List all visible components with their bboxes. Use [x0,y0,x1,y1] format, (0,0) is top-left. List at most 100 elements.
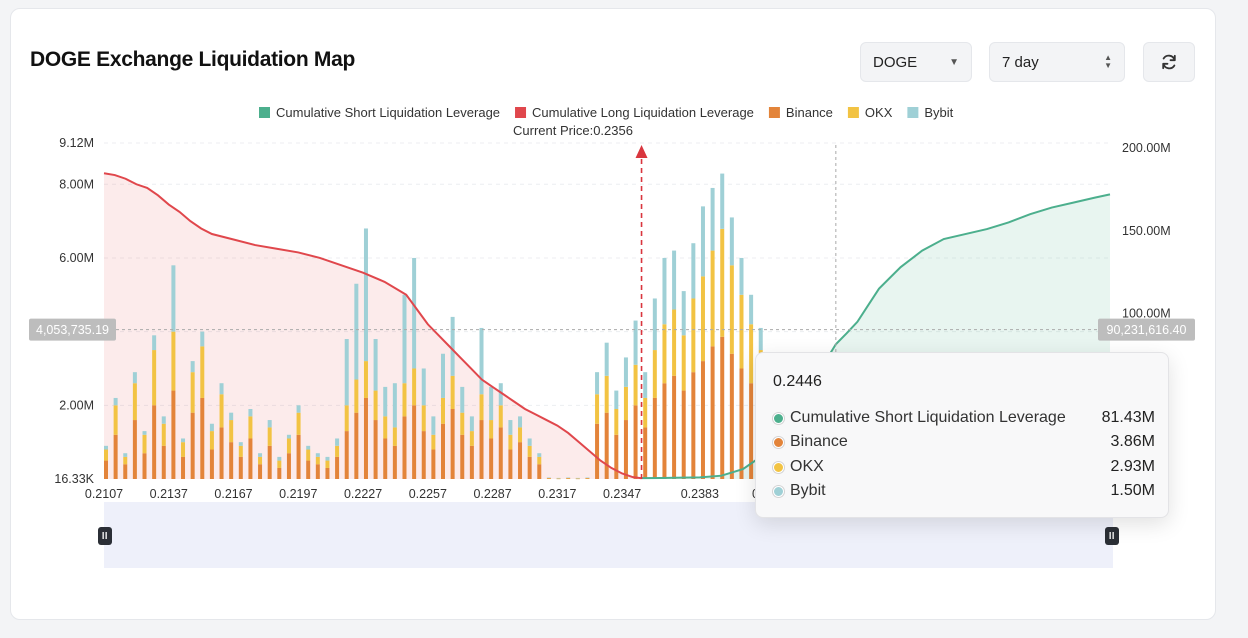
bar-okx [113,405,118,435]
bar-okx [469,431,474,446]
bar-bybit [315,453,320,457]
bar-okx [546,477,551,479]
bar-okx [604,375,609,413]
tooltip-dot [773,412,784,424]
bar-okx [171,331,176,391]
bar-binance [335,456,340,479]
bar-bybit [623,357,628,387]
bar-okx [508,434,513,450]
legend-swatch [847,107,859,118]
bar-bybit [412,257,417,369]
x-tick: 0.2107 [85,487,123,501]
bar-binance [181,456,186,479]
legend-item[interactable]: Binance [786,105,833,120]
long-liquidation-curve [103,172,642,480]
bar-okx [315,456,320,465]
bar-bybit [344,339,349,406]
up-down-chevron-icon: ▲ ▼ [1104,53,1112,70]
bar-okx [556,478,561,479]
bar-bybit [672,250,677,310]
bar-bybit [662,257,667,325]
tooltip-row-short: Cumulative Short Liquidation Leverage 81… [773,409,1155,427]
tooltip-dot [773,461,784,473]
x-tick: 0.2317 [538,487,576,501]
bar-bybit [431,416,436,435]
tooltip-dot [773,436,784,448]
x-tick: 0.2137 [150,487,188,501]
chart-legend: Cumulative Short Liquidation Leverage Cum… [259,105,954,120]
bar-okx [354,379,359,413]
bar-binance [402,416,407,479]
refresh-icon [1162,54,1176,70]
tooltip-row-binance: Binance 3.86M [773,433,1155,451]
legend-item[interactable]: Bybit [924,105,953,120]
bar-binance [142,453,147,479]
bar-bybit [238,442,243,446]
bar-binance [421,431,426,479]
bar-okx [749,324,754,384]
legend-item[interactable]: Cumulative Long Liquidation Leverage [532,105,754,120]
bar-binance [450,409,455,479]
bar-okx [729,265,734,354]
bar-bybit [643,372,648,398]
bar-bybit [633,320,638,365]
bar-binance [152,405,157,479]
x-tick: 0.2347 [603,487,641,501]
bar-binance [527,456,532,479]
bar-bybit [171,265,176,332]
bar-binance [489,438,494,479]
y-left-tick: 2.00M [59,398,94,412]
symbol-select[interactable]: DOGE ▼ [860,42,972,82]
bar-binance [633,405,638,479]
bar-binance [749,383,754,479]
bar-binance [508,449,513,479]
bar-okx [209,431,214,450]
bar-bybit [286,434,291,439]
bar-okx [652,350,657,398]
up-arrow-icon [635,145,648,158]
bar-bybit [306,445,311,450]
x-tick: 0.2257 [409,487,447,501]
crosshair-left-badge [29,318,116,341]
refresh-button[interactable] [1143,42,1195,82]
slider-handle-left[interactable] [98,527,112,545]
bar-bybit [113,397,118,406]
x-tick: 0.2197 [279,487,317,501]
bar-binance [672,375,677,479]
bar-okx [691,298,696,373]
bar-okx [537,456,542,465]
bar-okx [518,427,523,443]
bar-binance [479,420,484,479]
bar-bybit [479,327,484,395]
legend-item[interactable]: OKX [865,105,893,120]
bar-binance [729,353,734,479]
bar-okx [643,397,648,428]
bar-bybit [720,173,725,229]
legend-swatch [907,107,919,118]
bar-okx [566,477,571,479]
bar-binance [354,412,359,479]
crosshair-right-value: 90,231,616.40 [1107,323,1187,337]
period-select[interactable]: 7 day ▲ ▼ [989,42,1125,82]
slider-handle-right[interactable] [1105,527,1119,545]
bar-bybit [219,383,224,395]
bar-okx [441,397,445,424]
bar-okx [296,412,301,435]
bar-bybit [248,409,253,417]
bar-okx [190,372,195,413]
bar-bybit [739,257,744,295]
bar-bybit [614,390,619,409]
bar-bybit [566,477,571,479]
bar-binance [441,423,445,479]
bar-okx [421,405,426,432]
bar-okx [306,449,311,461]
bar-binance [229,442,234,479]
bar-okx [161,423,166,446]
bar-binance [662,383,667,479]
x-tick: 0.2287 [473,487,511,501]
bar-binance [652,397,657,479]
legend-item[interactable]: Cumulative Short Liquidation Leverage [276,105,500,120]
bar-binance [623,420,628,479]
bar-binance [190,412,195,479]
